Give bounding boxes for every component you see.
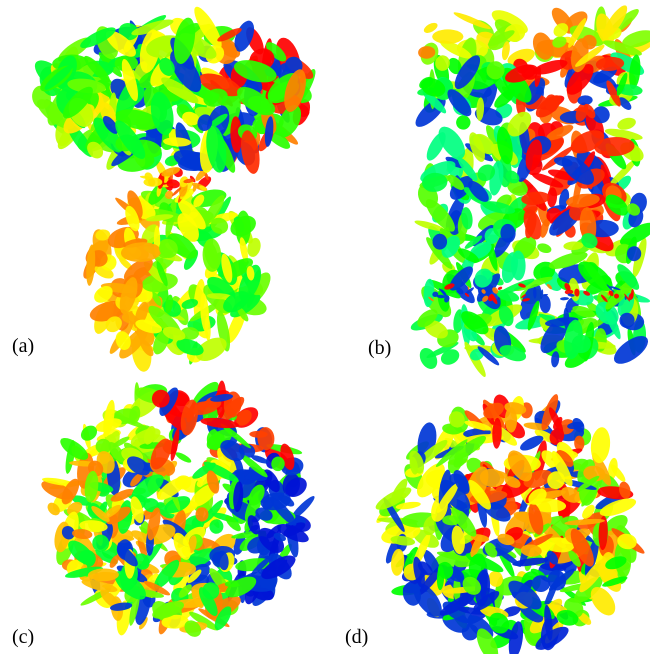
point-blob bbox=[454, 113, 473, 132]
panel-label: (c) bbox=[12, 626, 34, 648]
point-blob bbox=[452, 10, 492, 31]
point-blob bbox=[85, 244, 96, 286]
figure: (a) (b) (c) (d) bbox=[0, 0, 650, 654]
panel-label: (a) bbox=[12, 335, 34, 357]
panel-label: (b) bbox=[368, 337, 391, 359]
point-blob bbox=[416, 345, 441, 372]
point-blob bbox=[560, 297, 569, 301]
point-clouds bbox=[29, 2, 650, 654]
point-blob bbox=[432, 29, 463, 43]
point-blob bbox=[143, 178, 162, 187]
panel-label: (d) bbox=[345, 626, 368, 648]
